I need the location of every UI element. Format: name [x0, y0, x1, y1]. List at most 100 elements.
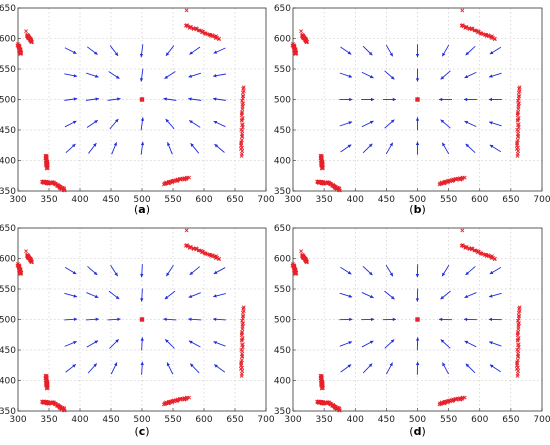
field-arrow — [440, 339, 451, 349]
obstacle-point — [240, 125, 245, 130]
field-arrow — [65, 363, 77, 373]
obstacle-point — [44, 166, 49, 171]
field-arrow — [415, 264, 420, 278]
obstacle-point — [515, 343, 520, 348]
field-arrow — [361, 340, 374, 348]
x-tick-label: 650 — [502, 415, 519, 425]
field-arrow — [86, 340, 99, 348]
x-tick-label: 600 — [471, 415, 488, 425]
field-arrow — [64, 120, 77, 128]
obstacle-point — [462, 175, 467, 180]
obstacle-point — [239, 154, 244, 158]
field-arrow — [86, 119, 99, 128]
field-arrow — [188, 292, 201, 298]
obstacle-point — [216, 37, 221, 42]
field-arrow — [109, 45, 119, 57]
obstacle-point — [492, 257, 497, 262]
field-arrow — [64, 341, 77, 347]
obstacle-point — [240, 345, 245, 350]
x-tick-label: 400 — [71, 415, 88, 425]
obstacle-point — [516, 316, 521, 321]
obstacle-point — [240, 318, 244, 323]
y-tick-label: 450 — [274, 126, 291, 136]
x-tick-label: 550 — [164, 415, 181, 425]
obstacle-point — [239, 143, 244, 148]
field-arrow — [339, 292, 353, 298]
obstacle-point — [516, 96, 521, 101]
field-arrow — [111, 142, 117, 155]
obstacle-point — [516, 318, 520, 323]
obstacle-point — [44, 165, 49, 170]
obstacle-point — [61, 188, 66, 193]
field-arrow — [188, 72, 202, 78]
field-arrow — [140, 337, 144, 351]
field-arrow — [213, 293, 226, 298]
obstacle-point — [44, 386, 49, 391]
field-arrow — [213, 47, 226, 54]
field-arrow — [213, 73, 226, 78]
field-arrow — [64, 97, 78, 101]
caption-letter: b — [414, 203, 422, 216]
y-tick-label: 450 — [0, 126, 16, 136]
y-tick-label: 350 — [274, 187, 291, 197]
field-arrow — [340, 266, 352, 275]
obstacle-point — [515, 134, 520, 139]
obstacle-point — [240, 107, 245, 112]
obstacle-point — [515, 140, 520, 145]
x-tick-label: 400 — [347, 195, 364, 205]
field-arrow — [415, 117, 420, 131]
field-arrow — [384, 290, 395, 300]
field-arrow — [386, 362, 393, 375]
obstacle-point — [319, 165, 324, 170]
obstacle-point — [516, 125, 521, 130]
field-arrow — [465, 363, 476, 374]
x-tick-label: 600 — [471, 195, 488, 205]
field-arrow — [110, 362, 118, 375]
goal-marker — [139, 317, 145, 322]
x-tick-label: 400 — [347, 415, 364, 425]
field-arrow — [86, 46, 98, 55]
caption-close: ) — [146, 203, 150, 216]
field-arrow — [190, 142, 200, 154]
x-tick-label: 300 — [284, 195, 301, 205]
x-tick-label: 550 — [440, 195, 457, 205]
outlier-point — [299, 249, 304, 254]
field-arrow — [109, 339, 120, 349]
obstacle-point — [238, 147, 243, 151]
y-tick-label: 500 — [274, 96, 291, 106]
field-arrow — [489, 144, 502, 153]
field-arrow — [108, 71, 120, 80]
field-arrow — [64, 317, 78, 321]
obstacle-point — [464, 245, 469, 250]
field-arrow — [140, 141, 145, 155]
field-arrow — [189, 46, 201, 55]
obstacle-point — [239, 374, 244, 378]
y-tick-label: 600 — [274, 255, 291, 265]
field-arrow — [212, 97, 227, 101]
field-arrow — [384, 70, 395, 80]
field-arrow — [489, 46, 502, 55]
field-arrow — [488, 292, 502, 298]
x-tick-label: 700 — [533, 195, 550, 205]
y-tick-label: 550 — [274, 65, 291, 75]
obstacle-point — [319, 166, 324, 171]
y-tick-label: 650 — [274, 224, 291, 234]
outlier-point — [24, 29, 28, 34]
field-arrow — [188, 120, 201, 128]
obstacle-point — [294, 272, 298, 276]
field-arrow — [64, 266, 77, 275]
x-tick-label: 450 — [102, 195, 119, 205]
obstacle-point — [239, 140, 244, 145]
field-arrow — [464, 292, 477, 299]
obstacle-point — [462, 395, 467, 400]
field-arrow — [464, 340, 477, 348]
field-arrow — [213, 341, 226, 347]
field-arrow — [441, 142, 450, 155]
y-tick-label: 500 — [0, 96, 16, 106]
goal-marker — [415, 97, 420, 102]
field-arrow — [107, 317, 121, 321]
obstacle-point — [515, 143, 519, 148]
x-tick-label: 450 — [378, 195, 395, 205]
field-arrow — [340, 364, 352, 373]
